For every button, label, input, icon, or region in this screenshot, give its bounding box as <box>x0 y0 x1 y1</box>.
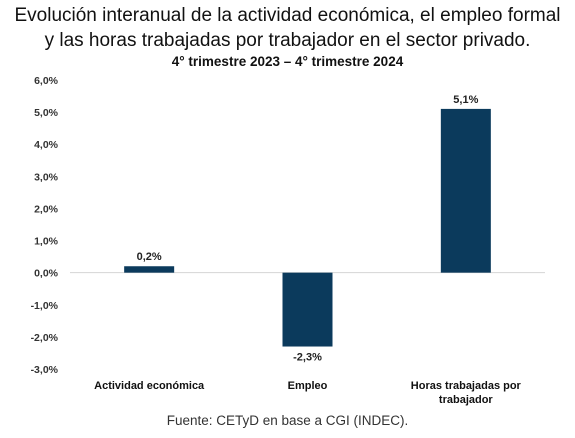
chart-title: Evolución interanual de la actividad eco… <box>14 5 561 26</box>
data-label: -2,3% <box>293 352 322 364</box>
chart-subtitle: 4° trimestre 2023 – 4° trimestre 2024 <box>171 54 404 69</box>
chart-source: Fuente: CETyD en base a CGI (INDEC). <box>166 413 409 428</box>
y-tick-label: 0,0% <box>34 268 59 280</box>
category-label: Actividad económica <box>94 380 205 392</box>
bar <box>440 108 491 273</box>
bar <box>124 266 175 273</box>
category-label: Empleo <box>288 380 328 392</box>
data-label: 5,1% <box>453 94 478 106</box>
y-tick-label: 2,0% <box>34 203 59 215</box>
chart-title-line-2: y las horas trabajadas por trabajador en… <box>44 30 531 51</box>
category-label: Horas trabajadas por <box>411 380 522 392</box>
y-tick-label: -3,0% <box>31 364 59 376</box>
y-tick-label: -1,0% <box>31 300 59 312</box>
data-label: 0,2% <box>137 251 162 263</box>
category-label: trabajador <box>439 394 494 406</box>
y-tick-label: 4,0% <box>34 139 59 151</box>
y-tick-label: 6,0% <box>34 75 59 87</box>
y-tick-label: 1,0% <box>34 236 59 248</box>
y-tick-label: 5,0% <box>34 107 59 119</box>
bar <box>282 272 333 347</box>
y-tick-label: -2,0% <box>31 332 59 344</box>
y-tick-label: 3,0% <box>34 171 59 183</box>
